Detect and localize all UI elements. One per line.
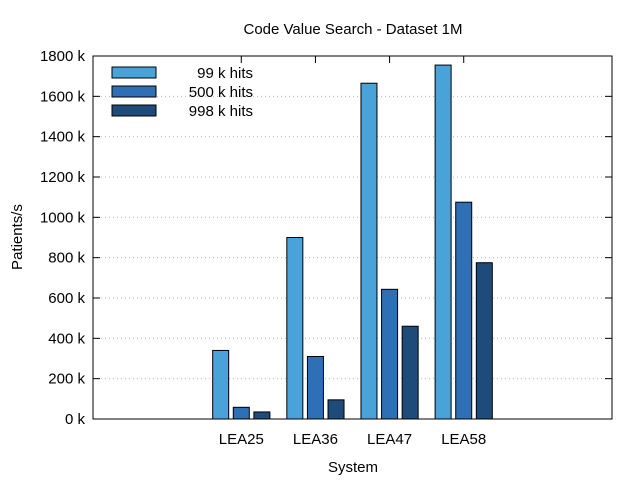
y-axis-ticks: 0 k 200 k 400 k 600 k 800 k 1000 k 1200 k 1400 … <box>40 48 612 428</box>
y-tick-label: 200 k <box>48 371 85 388</box>
y-tick-label: 600 k <box>48 290 85 307</box>
plot-frame <box>92 55 613 420</box>
y-tick-label: 1800 k <box>40 48 86 65</box>
x-tick-label: LEA58 <box>441 431 486 448</box>
legend-label: 99 k hits <box>197 65 253 82</box>
x-axis-label: System <box>328 459 378 476</box>
bar <box>455 201 473 420</box>
y-tick-label: 1400 k <box>40 129 86 146</box>
y-tick-label: 800 k <box>48 250 85 267</box>
chart-title: Code Value Search - Dataset 1M <box>243 21 462 38</box>
bars <box>212 64 493 420</box>
bar <box>286 237 304 420</box>
y-tick-label: 0 k <box>65 411 86 428</box>
x-tick-label: LEA25 <box>219 431 264 448</box>
bar <box>434 64 452 420</box>
legend-swatch <box>111 104 157 117</box>
x-tick-label: LEA47 <box>367 431 412 448</box>
bar <box>327 399 345 420</box>
x-tick-label: LEA36 <box>293 431 338 448</box>
y-tick-label: 1000 k <box>40 209 86 226</box>
legend-swatch <box>111 85 157 98</box>
legend-label: 500 k hits <box>189 84 253 101</box>
bar <box>475 262 493 420</box>
bar <box>253 411 271 420</box>
legend: 99 k hits 500 k hits 998 k hits <box>111 65 253 120</box>
y-tick-label: 400 k <box>48 330 85 347</box>
bar <box>306 355 324 420</box>
y-axis-label: Patients/s <box>9 204 26 270</box>
y-tick-label: 1200 k <box>40 169 86 186</box>
y-tick-label: 1600 k <box>40 88 86 105</box>
bar <box>212 349 230 420</box>
x-axis-ticks: LEA25 LEA36 LEA47 LEA58 <box>219 56 486 448</box>
bar <box>401 325 419 420</box>
legend-label: 998 k hits <box>189 103 253 120</box>
bar <box>381 288 399 420</box>
grid-lines <box>93 95 612 380</box>
legend-swatch <box>111 66 157 79</box>
bar <box>360 82 378 420</box>
bar <box>232 406 250 420</box>
